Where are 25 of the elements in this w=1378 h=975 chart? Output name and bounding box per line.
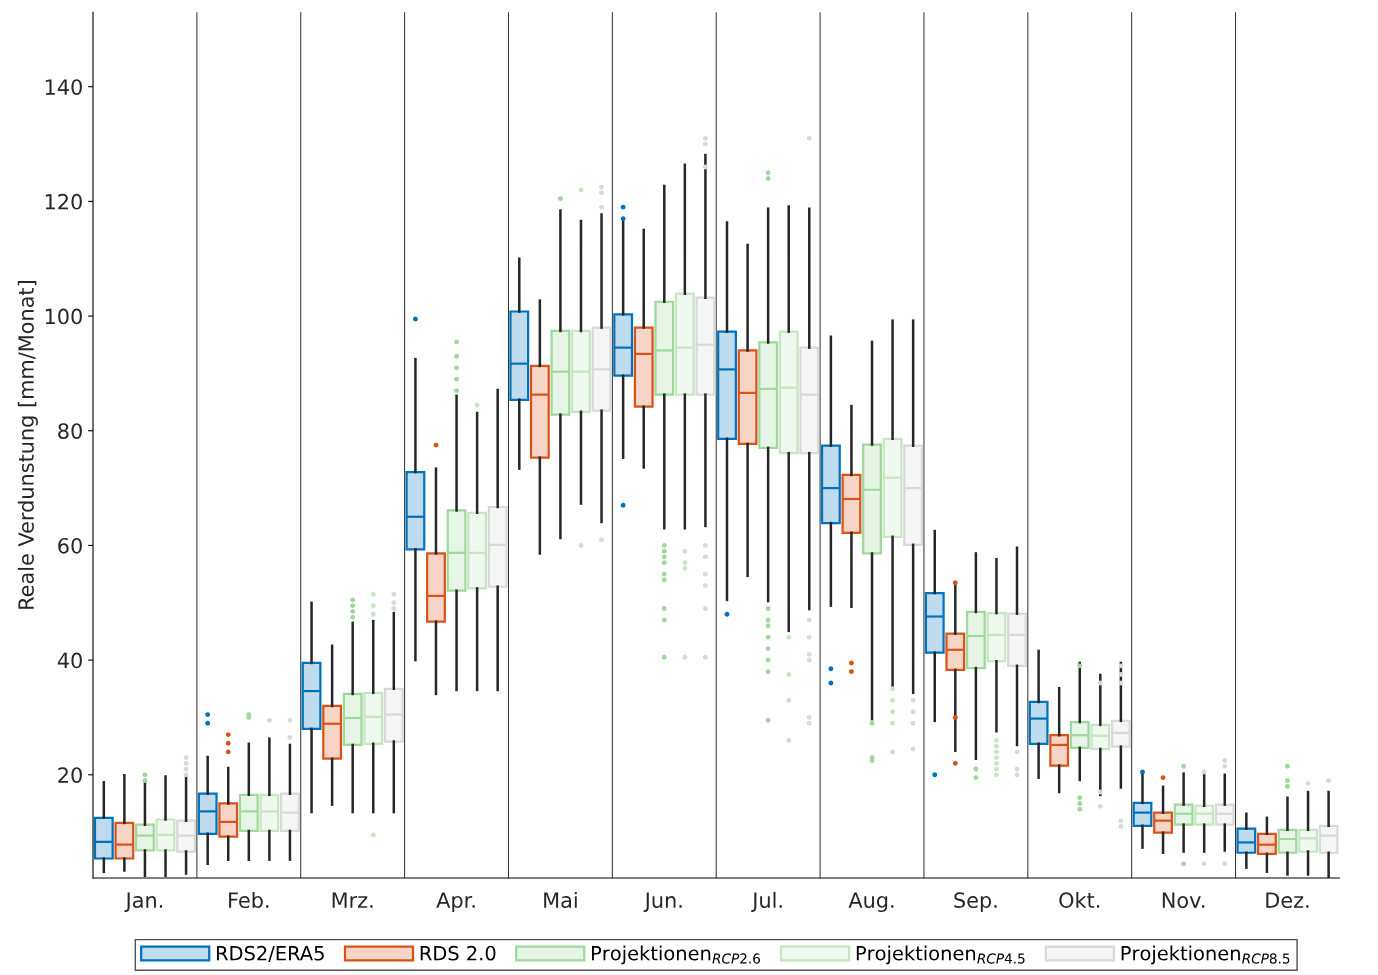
y-tick-label: 140 <box>45 79 82 95</box>
legend-label: RDS2/ERA5 <box>216 945 324 963</box>
x-tick-label: Sep. <box>954 892 997 913</box>
legend-label: Projektionen$_{RCP8.5}$ <box>1121 945 1290 965</box>
y-tick-label: 100 <box>45 308 82 325</box>
x-tick-label: Mai <box>544 891 577 908</box>
x-tick-label: Jul. <box>751 891 782 912</box>
legend-label: Projektionen$_{RCP2.6}$ <box>592 945 761 965</box>
x-tick-label: Mrz. <box>332 892 373 908</box>
x-tick-label: Okt. <box>1059 891 1100 908</box>
y-tick-label: 40 <box>57 652 82 669</box>
y-tick-label: 120 <box>45 193 82 210</box>
y-axis-title: Reale Verdunstung [mm/Monat] <box>17 281 38 609</box>
legend-label: Projektionen$_{RCP4.5}$ <box>856 945 1025 965</box>
x-tick-label: Apr. <box>436 892 475 913</box>
y-tick-label: 60 <box>58 537 82 554</box>
x-tick-label: Jan. <box>124 892 163 912</box>
x-tick-label: Dez. <box>1266 892 1309 908</box>
y-tick-label: 80 <box>58 423 82 439</box>
x-tick-label: Aug. <box>848 892 894 913</box>
x-tick-label: Jun. <box>643 892 682 912</box>
x-tick-label: Feb. <box>229 891 269 908</box>
legend-label: RDS 2.0 <box>420 945 496 961</box>
y-tick-label: 20 <box>58 767 82 783</box>
x-tick-label: Nov. <box>1162 892 1205 908</box>
